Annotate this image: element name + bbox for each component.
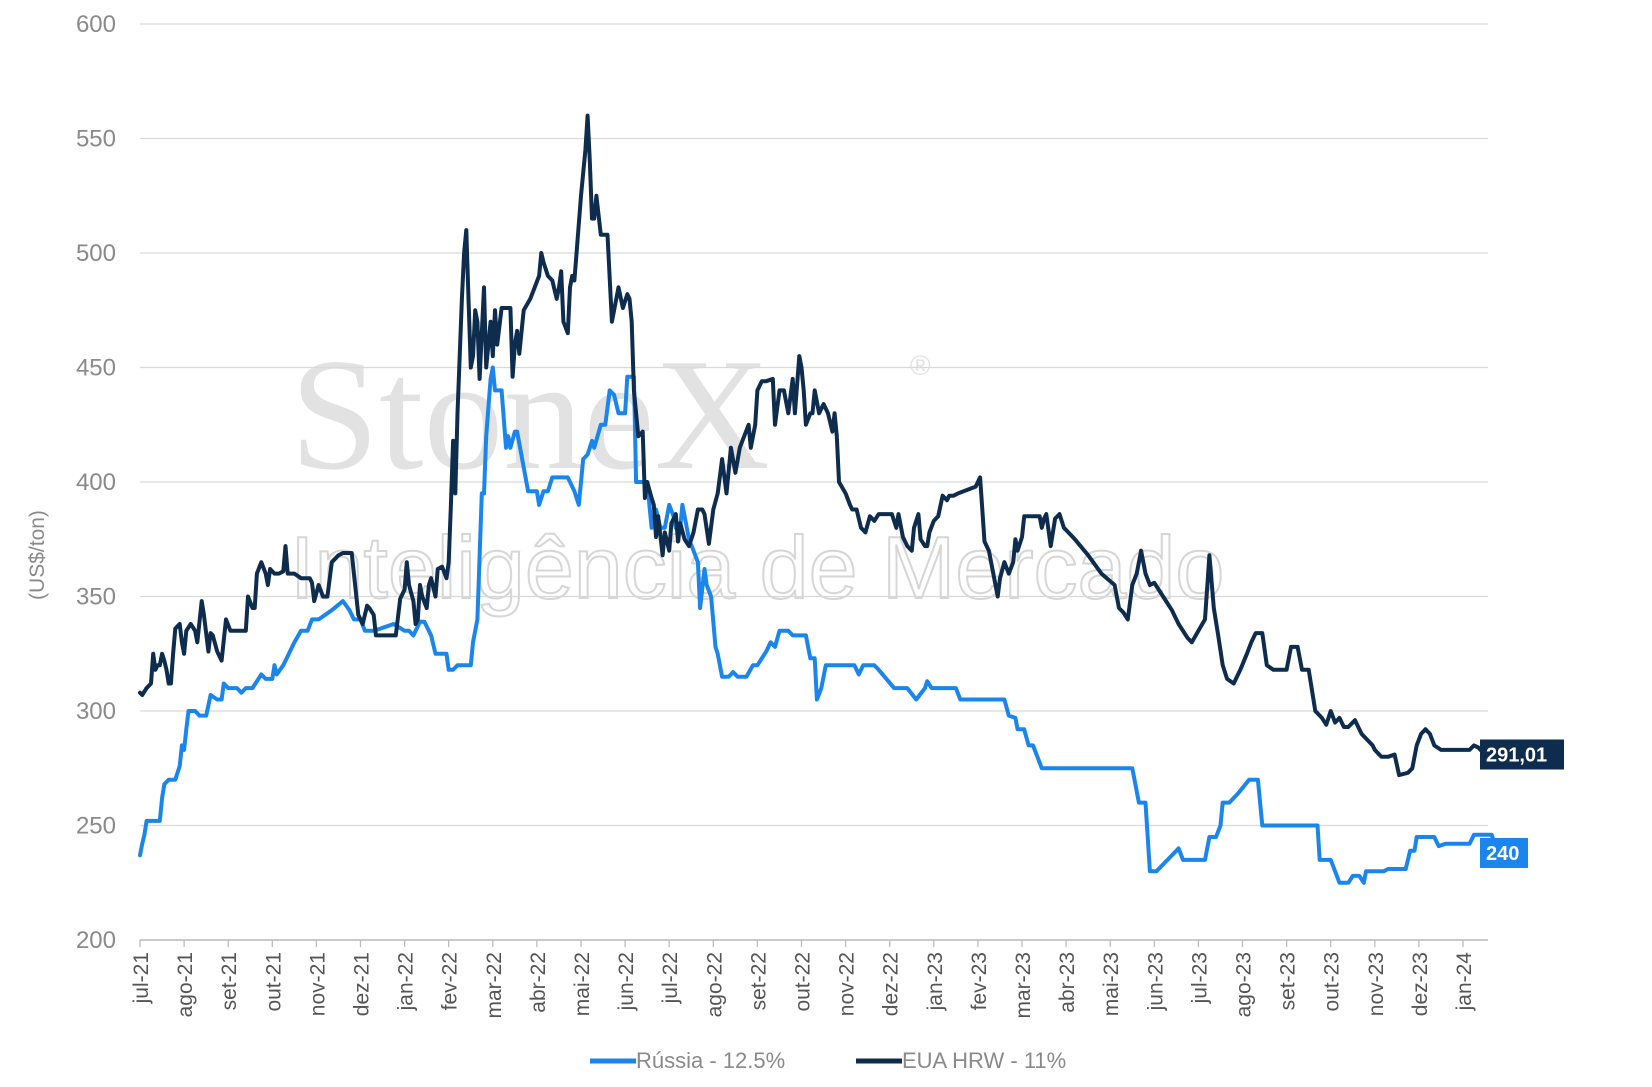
- x-tick-label-2: set-21: [218, 952, 241, 1010]
- y-tick-label-500: 500: [76, 240, 116, 267]
- x-tick-label-18: jan-23: [924, 952, 947, 1011]
- end-labels: 240 291,01: [1480, 739, 1564, 868]
- watermark: StoneX ® Inteligência de Mercado: [289, 325, 1225, 618]
- x-tick-label-12: jul-22: [659, 952, 682, 1004]
- x-tick-label-25: ago-23: [1233, 952, 1256, 1017]
- x-tick-label-9: abr-22: [527, 952, 550, 1013]
- end-label-text-1: 291,01: [1486, 745, 1547, 767]
- x-tick-label-6: jan-22: [395, 952, 418, 1011]
- x-tick-label-13: ago-22: [703, 952, 726, 1017]
- x-tick-label-21: abr-23: [1056, 952, 1079, 1013]
- x-tick-label-24: jul-23: [1188, 952, 1211, 1004]
- x-tick-label-3: out-21: [262, 952, 285, 1012]
- series-line-0: [138, 365, 1500, 885]
- y-tick-label-300: 300: [76, 698, 116, 725]
- end-label-box-1: [1480, 739, 1564, 770]
- x-tick-label-11: jun-22: [615, 952, 638, 1011]
- x-tick-label-26: set-23: [1277, 952, 1300, 1010]
- end-label-box-0: [1480, 837, 1528, 868]
- grid: [140, 23, 1488, 941]
- watermark-brand: StoneX: [290, 325, 770, 503]
- watermark-tagline: Inteligência de Mercado: [290, 518, 1224, 617]
- x-tick-label-22: mai-23: [1100, 952, 1123, 1016]
- x-tick-label-19: fev-23: [968, 952, 991, 1010]
- y-tick-label-250: 250: [76, 813, 116, 840]
- x-tick-label-5: dez-21: [351, 952, 374, 1016]
- x-tick-label-4: nov-21: [306, 952, 329, 1016]
- x-tick-label-7: fev-22: [439, 952, 462, 1010]
- legend-label-1: EUA HRW - 11%: [902, 1048, 1066, 1073]
- x-axis: jul-21 ago-21 set-21 out-21 nov-21 dez-21 jan-…: [130, 939, 1488, 1019]
- x-tick-label-28: nov-23: [1365, 952, 1388, 1016]
- y-axis-label: (US$/ton): [26, 510, 49, 600]
- x-tick-label-15: out-22: [792, 952, 815, 1012]
- x-tick-label-16: nov-22: [836, 952, 859, 1016]
- x-tick-label-14: set-22: [747, 952, 770, 1010]
- series-lines: [138, 113, 1501, 885]
- end-label-text-0: 240: [1486, 843, 1519, 865]
- x-tick-label-0: jul-21: [130, 952, 153, 1004]
- y-tick-label-350: 350: [76, 584, 116, 611]
- y-tick-label-550: 550: [76, 126, 116, 153]
- x-tick-label-29: dez-23: [1409, 952, 1432, 1016]
- x-tick-label-20: mar-23: [1012, 952, 1035, 1019]
- x-tick-label-30: jan-24: [1453, 952, 1476, 1012]
- legend-label-0: Rússia - 12.5%: [636, 1048, 785, 1073]
- legend: Rússia - 12.5% EUA HRW - 11%: [590, 1048, 1066, 1073]
- end-label-0: 240: [1480, 837, 1528, 868]
- end-label-1: 291,01: [1480, 739, 1564, 770]
- y-tick-label-200: 200: [76, 927, 116, 954]
- y-tick-label-600: 600: [76, 11, 116, 38]
- series-line-1: [138, 113, 1501, 778]
- x-tick-label-27: out-23: [1321, 952, 1344, 1012]
- y-tick-label-450: 450: [76, 355, 116, 382]
- x-tick-label-10: mai-22: [571, 952, 594, 1016]
- y-tick-label-400: 400: [76, 469, 116, 496]
- x-tick-label-17: dez-22: [880, 952, 903, 1016]
- x-tick-label-1: ago-21: [174, 952, 197, 1017]
- watermark-reg-mark: ®: [910, 350, 931, 381]
- y-axis: 200 250 300 350 400 450 500 550 600: [76, 11, 116, 954]
- x-tick-label-8: mar-22: [483, 952, 506, 1019]
- x-tick-label-23: jun-23: [1144, 952, 1167, 1011]
